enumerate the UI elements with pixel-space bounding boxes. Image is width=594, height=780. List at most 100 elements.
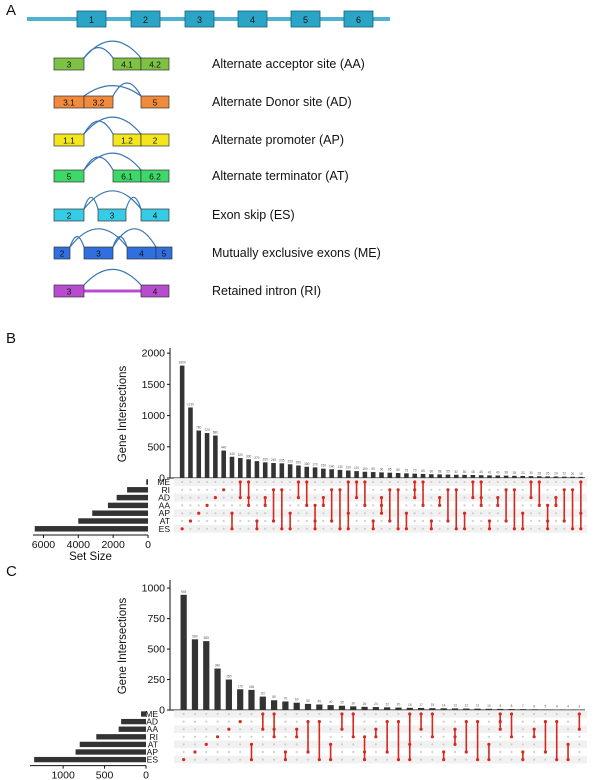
matrix-dot-empty [181, 519, 184, 523]
matrix-dot-empty [496, 527, 499, 530]
matrix-dot-empty [408, 720, 411, 723]
matrix-dot-empty [306, 758, 310, 761]
bar-value-label: 8 [511, 704, 513, 708]
y-tick-label: 500 [147, 441, 165, 453]
splice-arc [112, 228, 157, 248]
bar-value-label: 85 [388, 468, 392, 472]
gene-exon [130, 10, 161, 28]
matrix-dot-active [321, 503, 325, 507]
set-size-tick-label: 500 [96, 770, 114, 780]
matrix-dot-active [479, 496, 483, 500]
bar-value-label: 235 [279, 458, 285, 462]
intersection-bar [229, 456, 235, 478]
intersection-bar [384, 707, 391, 710]
event-exon-label: 5 [153, 98, 158, 108]
matrix-dot-empty [295, 728, 298, 731]
matrix-dot-empty [306, 750, 310, 754]
set-size-bar [34, 526, 148, 532]
set-size-bar [121, 718, 146, 725]
matrix-dot-empty [579, 488, 582, 491]
event-exon-label: 5 [162, 249, 167, 259]
matrix-dot-empty [571, 480, 574, 484]
matrix-dot-empty [480, 504, 483, 507]
splice-arc [112, 82, 142, 97]
matrix-dot-empty [397, 512, 400, 515]
matrix-dot-empty [347, 480, 350, 484]
matrix-dot-empty [421, 512, 425, 515]
bar-value-label: 200 [296, 461, 302, 465]
matrix-dot-empty [521, 504, 524, 507]
matrix-dot-active [479, 480, 483, 484]
matrix-dot-empty [487, 750, 491, 754]
matrix-dot-empty [471, 519, 474, 523]
matrix-dot-empty [313, 480, 317, 484]
event-exon-label: 4 [139, 249, 144, 259]
bar-value-label: 4 [567, 705, 569, 709]
intersection-bar [520, 475, 525, 478]
matrix-dot-active [453, 742, 457, 747]
matrix-dot-empty [305, 496, 308, 499]
matrix-dot-active [362, 750, 367, 754]
matrix-dot-empty [538, 504, 541, 507]
matrix-dot-empty [496, 496, 499, 499]
set-size-bar [107, 502, 148, 509]
matrix-dot-empty [513, 512, 516, 515]
intersection-bar [485, 708, 493, 710]
matrix-dot-empty [230, 519, 234, 523]
matrix-dot-empty [421, 504, 425, 507]
matrix-dot-empty [442, 728, 445, 731]
matrix-dot-empty [431, 720, 434, 723]
gene-exon [76, 10, 107, 28]
matrix-dot-empty [182, 758, 185, 761]
matrix-dot-active [271, 519, 276, 523]
bar-value-label: 15 [431, 703, 435, 707]
y-tick-label: 1000 [142, 583, 166, 595]
y-tick-label: 0 [159, 705, 165, 717]
matrix-dot-empty [205, 720, 208, 723]
matrix-dot-empty [272, 750, 276, 754]
matrix-dot-empty [571, 504, 574, 507]
matrix-dot-active [498, 720, 502, 724]
bar-value-label: 60 [295, 698, 299, 702]
matrix-dot-empty [446, 488, 450, 491]
splice-arc [83, 156, 114, 171]
intersection-bar [463, 708, 470, 710]
event-exon [83, 246, 114, 260]
gene-exon [290, 10, 321, 28]
matrix-dot-empty [272, 496, 275, 499]
matrix-dot-active [562, 488, 566, 492]
event-label-at: Alternate terminator (AT) [212, 169, 349, 183]
matrix-dot-empty [250, 728, 253, 731]
matrix-dot-empty [480, 480, 483, 484]
gene-exon [343, 10, 374, 28]
matrix-dot-empty [419, 735, 423, 738]
matrix-dot-active [222, 488, 226, 492]
matrix-dot-active [579, 480, 583, 484]
matrix-dot-empty [413, 480, 416, 484]
bar-value-label: 35 [340, 701, 344, 705]
matrix-dot-empty [255, 512, 259, 515]
matrix-dot-active [454, 527, 458, 531]
matrix-dot-active [537, 480, 541, 484]
matrix-dot-empty [181, 496, 184, 499]
matrix-dot-active [396, 758, 401, 762]
intersection-bar [451, 708, 459, 710]
bar-value-label: 22 [562, 472, 566, 476]
matrix-dot-empty [216, 728, 219, 731]
matrix-dot-empty [388, 480, 391, 484]
matrix-dot-empty [355, 480, 358, 484]
matrix-dot-empty [446, 504, 450, 507]
matrix-dot-empty [578, 728, 581, 731]
matrix-dot-empty [430, 527, 433, 530]
matrix-dot-empty [413, 527, 416, 530]
matrix-dot-active [296, 496, 301, 500]
matrix-dot-active [280, 488, 284, 492]
matrix-dot-empty [284, 712, 287, 716]
bar-value-label: 140 [329, 464, 335, 468]
matrix-dot-empty [363, 712, 366, 716]
set-size-bar [127, 487, 148, 493]
matrix-dot-active [421, 503, 425, 507]
bar-value-label: 52 [454, 470, 458, 474]
bar-value-label: 26 [546, 471, 550, 475]
matrix-dot-empty [510, 712, 513, 716]
